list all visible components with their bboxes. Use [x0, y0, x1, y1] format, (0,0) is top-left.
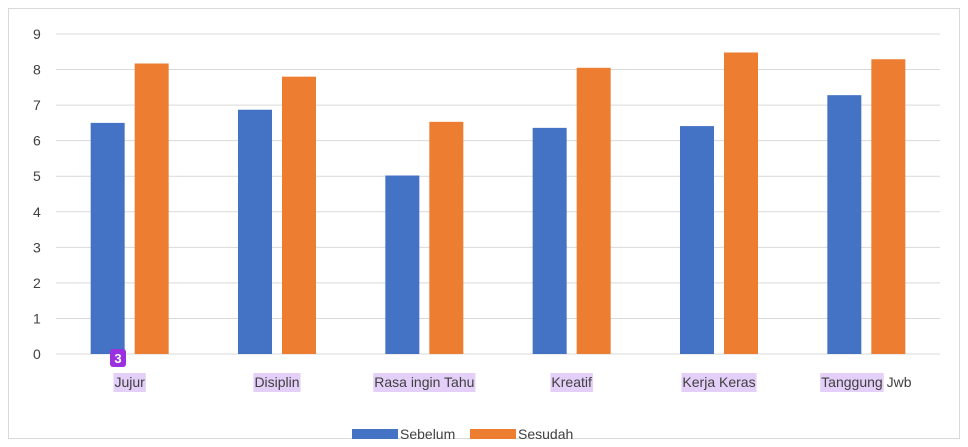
svg-text:Disiplin: Disiplin: [254, 374, 299, 390]
bar-sebelum: [238, 109, 272, 354]
legend-swatch-sesudah: [470, 429, 516, 439]
svg-text:Jujur: Jujur: [114, 374, 145, 390]
y-tick-label: 5: [33, 168, 41, 184]
label-highlight: [373, 373, 476, 392]
bar-sesudah: [282, 76, 316, 355]
category-label: Rasa ingin Tahu: [373, 373, 476, 392]
label-highlight: [820, 373, 884, 392]
bar-sebelum: [90, 122, 125, 354]
bar-sebelum: [385, 175, 420, 354]
svg-text:Kerja Keras: Kerja Keras: [682, 374, 755, 390]
label-highlight: [681, 373, 757, 392]
bar-sebelum: [827, 95, 862, 355]
legend-label-sesudah: Sesudah: [518, 426, 573, 442]
svg-text:Tanggung Jwb: Tanggung Jwb: [821, 374, 912, 390]
bar-sebelum: [680, 126, 714, 354]
annotation-badge: [110, 349, 126, 367]
bar-sesudah: [576, 67, 611, 355]
bar-sesudah: [134, 63, 169, 355]
y-tick-label: 2: [33, 275, 41, 291]
label-highlight: [253, 373, 301, 392]
category-label: Kerja Keras: [681, 373, 757, 392]
y-tick-label: 0: [33, 346, 41, 362]
annotation-badge-text: 3: [114, 351, 121, 366]
label-highlight: [113, 373, 146, 392]
category-label: Disiplin: [253, 373, 301, 392]
category-label: Tanggung Jwb: [820, 373, 912, 392]
category-label: Jujur: [113, 373, 146, 392]
legend-swatch-sebelum: [352, 429, 398, 439]
y-tick-label: 7: [33, 97, 41, 113]
bar-sesudah: [724, 52, 758, 354]
y-tick-label: 1: [33, 310, 41, 326]
y-tick-label: 8: [33, 62, 41, 78]
legend-label-sebelum: Sebelum: [400, 426, 455, 442]
svg-text:Kreatif: Kreatif: [551, 374, 592, 390]
svg-text:Rasa ingin Tahu: Rasa ingin Tahu: [374, 374, 474, 390]
bar-sesudah: [429, 121, 464, 354]
y-tick-label: 3: [33, 239, 41, 255]
y-tick-label: 4: [33, 204, 41, 220]
bar-sebelum: [532, 127, 567, 354]
category-label: Kreatif: [550, 373, 593, 392]
y-tick-label: 6: [33, 133, 41, 149]
y-tick-label: 9: [33, 26, 41, 42]
bar-sesudah: [871, 59, 906, 354]
label-highlight: [550, 373, 593, 392]
